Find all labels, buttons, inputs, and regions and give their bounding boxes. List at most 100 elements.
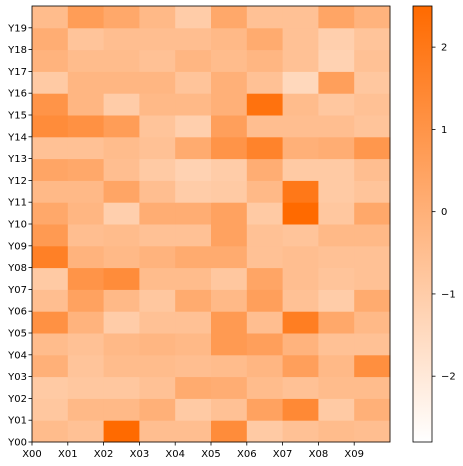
heatmap-cell-Y01-X07 [282, 398, 319, 421]
heatmap-cell-Y18-X08 [318, 27, 355, 51]
heatmap-cell-Y05-X02 [103, 311, 140, 334]
heatmap-cell-Y17-X09 [354, 49, 391, 72]
heatmap-cell-Y11-X05 [211, 180, 248, 203]
heatmap-cell-Y02-X09 [354, 376, 391, 399]
heatmap-cell-Y07-X02 [103, 267, 140, 290]
heatmap-cell-Y05-X04 [175, 311, 212, 334]
heatmap-cell-Y09-X06 [246, 224, 284, 247]
x-tick-label-X08: X08 [309, 449, 329, 460]
heatmap-cell-Y02-X04 [175, 376, 212, 399]
heatmap-cell-Y15-X09 [354, 93, 391, 116]
heatmap-cell-Y00-X04 [175, 420, 212, 443]
heatmap-cell-Y17-X05 [211, 49, 248, 72]
heatmap-cell-Y07-X05 [211, 267, 248, 290]
heatmap-cell-Y12-X03 [139, 158, 176, 181]
heatmap-cell-Y07-X03 [139, 267, 176, 290]
heatmap-cell-Y10-X00 [32, 202, 69, 225]
heatmap-cell-Y16-X01 [67, 71, 105, 94]
heatmap-cell-Y12-X05 [211, 158, 248, 181]
heatmap-cell-Y15-X05 [211, 93, 248, 116]
heatmap-cell-Y03-X03 [139, 354, 176, 378]
heatmap-cell-Y03-X07 [282, 354, 319, 378]
heatmap-cell-Y18-X03 [139, 27, 176, 51]
heatmap-cell-Y01-X04 [175, 398, 212, 421]
y-tick-label-Y16: Y16 [7, 89, 27, 100]
heatmap-cell-Y14-X01 [67, 115, 105, 138]
heatmap-cell-Y02-X05 [211, 376, 248, 399]
heatmap-cell-Y06-X04 [175, 289, 212, 312]
heatmap-cell-Y02-X06 [246, 376, 284, 399]
heatmap-cell-Y12-X04 [175, 158, 212, 181]
y-tick-label-Y17: Y17 [7, 67, 27, 78]
heatmap-cell-Y19-X05 [211, 6, 248, 29]
heatmap-cell-Y12-X09 [354, 158, 391, 181]
heatmap-cell-Y10-X06 [246, 202, 284, 225]
heatmap-cell-Y04-X07 [282, 333, 319, 356]
heatmap-cell-Y04-X00 [32, 333, 69, 356]
heatmap-cell-Y16-X06 [246, 71, 284, 94]
heatmap-cell-Y08-X02 [103, 245, 140, 269]
heatmap-cell-Y11-X04 [175, 180, 212, 203]
x-tick-label-X00: X00 [22, 449, 42, 460]
y-tick-label-Y05: Y05 [7, 329, 27, 340]
heatmap-cell-Y19-X09 [354, 6, 391, 29]
heatmap-cell-Y02-X00 [32, 376, 69, 399]
heatmap-cell-Y14-X06 [246, 115, 284, 138]
heatmap-cell-Y07-X07 [282, 267, 319, 290]
heatmap-cell-Y14-X09 [354, 115, 391, 138]
heatmap-cell-Y07-X08 [318, 267, 355, 290]
y-tick-label-Y10: Y10 [7, 220, 27, 231]
colorbar-tick-label-1: 1 [441, 125, 447, 136]
heatmap-cell-Y13-X07 [282, 136, 319, 160]
heatmap-cell-Y09-X07 [282, 224, 319, 247]
x-tick-label-X06: X06 [237, 449, 257, 460]
heatmap-cell-Y04-X06 [246, 333, 284, 356]
heatmap-cell-Y14-X03 [139, 115, 176, 138]
heatmap-cell-Y07-X04 [175, 267, 212, 290]
heatmap-cell-Y03-X00 [32, 354, 69, 378]
y-tick-label-Y09: Y09 [7, 241, 27, 252]
heatmap-cell-Y12-X01 [67, 158, 105, 181]
heatmap-cell-Y01-X02 [103, 398, 140, 421]
heatmap-cell-Y16-X04 [175, 71, 212, 94]
colorbar-tick-label-0: 0 [441, 207, 447, 218]
heatmap-cell-Y06-X03 [139, 289, 176, 312]
heatmap-cell-Y07-X09 [354, 267, 391, 290]
heatmap-cell-Y04-X02 [103, 333, 140, 356]
y-tick-label-Y04: Y04 [7, 350, 27, 361]
heatmap-cell-Y13-X03 [139, 136, 176, 160]
heatmap-cell-Y01-X05 [211, 398, 248, 421]
heatmap-cell-Y04-X08 [318, 333, 355, 356]
heatmap-cell-Y05-X09 [354, 311, 391, 334]
heatmap-cell-Y17-X07 [282, 49, 319, 72]
heatmap-cell-Y17-X01 [67, 49, 105, 72]
heatmap-cell-Y09-X01 [67, 224, 105, 247]
heatmap-cell-Y13-X09 [354, 136, 391, 160]
heatmap-cell-Y06-X01 [67, 289, 105, 312]
heatmap-cell-Y08-X05 [211, 245, 248, 269]
heatmap-cell-Y01-X01 [67, 398, 105, 421]
heatmap-cell-Y11-X02 [103, 180, 140, 203]
heatmap-cell-Y03-X04 [175, 354, 212, 378]
heatmap-cell-Y08-X04 [175, 245, 212, 269]
heatmap-cell-Y05-X01 [67, 311, 105, 334]
heatmap-cell-Y01-X08 [318, 398, 355, 421]
heatmap-cell-Y08-X01 [67, 245, 105, 269]
heatmap-cell-Y01-X09 [354, 398, 391, 421]
x-tick-label-X03: X03 [130, 449, 150, 460]
heatmap-cell-Y13-X08 [318, 136, 355, 160]
heatmap-cell-Y14-X07 [282, 115, 319, 138]
colorbar-tick-label--2: −2 [441, 372, 456, 383]
y-axis: Y00 Y01 Y02 Y03 Y04 Y05 Y06 Y07 Y08 Y09 Y10 Y11 Y12 Y… [7, 23, 32, 449]
heatmap-cell-Y00-X00 [32, 420, 69, 443]
heatmap-cell-Y01-X03 [139, 398, 176, 421]
heatmap-cell-Y00-X09 [354, 420, 391, 443]
heatmap-cell-Y14-X00 [32, 115, 69, 138]
heatmap-cell-Y06-X06 [246, 289, 284, 312]
heatmap-cell-Y10-X01 [67, 202, 105, 225]
x-tick-label-X02: X02 [94, 449, 114, 460]
heatmap-cell-Y19-X00 [32, 6, 69, 29]
heatmap-cell-Y04-X01 [67, 333, 105, 356]
y-tick-label-Y06: Y06 [7, 307, 27, 318]
heatmap-cell-Y00-X01 [67, 420, 105, 443]
